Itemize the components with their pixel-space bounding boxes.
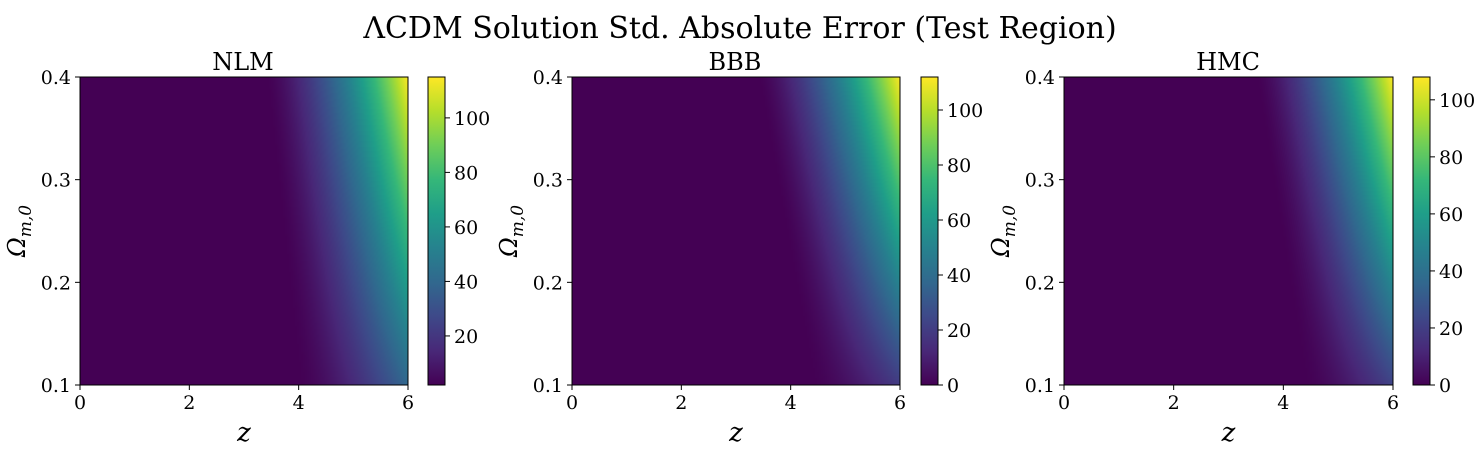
colorbar-tick-label: 40 — [1439, 261, 1463, 283]
colorbar-tick-label: 40 — [454, 271, 478, 293]
colorbar-tick-label: 60 — [947, 210, 971, 232]
panel-title: BBB — [709, 48, 762, 76]
y-tick-label: 0.2 — [41, 272, 71, 294]
plot-frame — [1063, 76, 1394, 386]
plot-frame — [571, 76, 901, 386]
panel-bbb: BBB 0 2 4 6 0.1 0.2 0.3 0.4 z Ωm,0 0 20 40 60 80 100 — [495, 48, 983, 448]
colorbar — [920, 76, 939, 386]
y-tick-label: 0.2 — [1025, 272, 1055, 294]
y-tick-label: 0.4 — [41, 67, 71, 89]
panel-nlm: NLM 0 2 4 6 0.1 0.2 0.3 0.4 z Ωm,0 20 40 60 80 100 — [3, 48, 490, 448]
y-tick-label: 0.1 — [533, 375, 563, 397]
plot-frame — [79, 76, 409, 386]
x-axis-label: z — [1221, 418, 1236, 448]
y-tick-label: 0.1 — [1025, 375, 1055, 397]
y-axis-label: Ωm,0 — [3, 205, 36, 258]
x-tick-label: 4 — [785, 392, 797, 414]
y-tick-label: 0.4 — [1025, 67, 1055, 89]
x-tick-label: 2 — [183, 392, 195, 414]
colorbar-tick-label: 100 — [947, 100, 983, 122]
x-tick-label: 6 — [894, 392, 906, 414]
colorbar-tick-label: 20 — [947, 320, 971, 342]
y-tick-label: 0.2 — [533, 272, 563, 294]
x-tick-label: 4 — [1277, 392, 1289, 414]
colorbar-tick-label: 20 — [454, 326, 478, 348]
heatmap-image — [1064, 77, 1393, 385]
y-tick-label: 0.4 — [533, 67, 563, 89]
panel-title: NLM — [212, 48, 274, 76]
x-tick-label: 6 — [1387, 392, 1399, 414]
x-tick-label: 0 — [566, 392, 578, 414]
x-tick-label: 0 — [74, 392, 86, 414]
colorbar-tick-label: 60 — [1439, 204, 1463, 226]
colorbar — [427, 76, 446, 386]
colorbar-tick-label: 80 — [454, 162, 478, 184]
colorbar-tick-label: 20 — [1439, 318, 1463, 340]
panel-hmc: HMC 0 2 4 6 0.1 0.2 0.3 0.4 z Ωm,0 0 20 40 60 80 100 — [987, 48, 1475, 448]
y-tick-label: 0.3 — [1025, 170, 1055, 192]
y-axis-label: Ωm,0 — [987, 205, 1020, 258]
heatmap-image — [80, 77, 408, 385]
x-axis-label: z — [236, 418, 251, 448]
colorbar-tick-label: 80 — [1439, 147, 1463, 169]
x-axis-label: z — [728, 418, 743, 448]
colorbar-tick-label: 100 — [454, 108, 490, 130]
x-tick-label: 4 — [293, 392, 305, 414]
colorbar-tick-label: 60 — [454, 217, 478, 239]
heatmap-image — [572, 77, 900, 385]
x-tick-label: 2 — [1168, 392, 1180, 414]
colorbar-tick-label: 0 — [947, 375, 959, 397]
x-tick-label: 2 — [675, 392, 687, 414]
x-tick-label: 0 — [1058, 392, 1070, 414]
y-tick-label: 0.3 — [533, 170, 563, 192]
y-tick-label: 0.1 — [41, 375, 71, 397]
colorbar-tick-label: 80 — [947, 155, 971, 177]
colorbar — [1412, 76, 1431, 386]
colorbar-tick-label: 40 — [947, 265, 971, 287]
y-tick-label: 0.3 — [41, 170, 71, 192]
colorbar-tick-label: 0 — [1439, 375, 1451, 397]
y-axis-label: Ωm,0 — [495, 205, 528, 258]
x-tick-label: 6 — [402, 392, 414, 414]
panel-title: HMC — [1196, 48, 1260, 76]
colorbar-tick-label: 100 — [1439, 90, 1475, 112]
figure-title: ΛCDM Solution Std. Absolute Error (Test … — [362, 11, 1116, 46]
